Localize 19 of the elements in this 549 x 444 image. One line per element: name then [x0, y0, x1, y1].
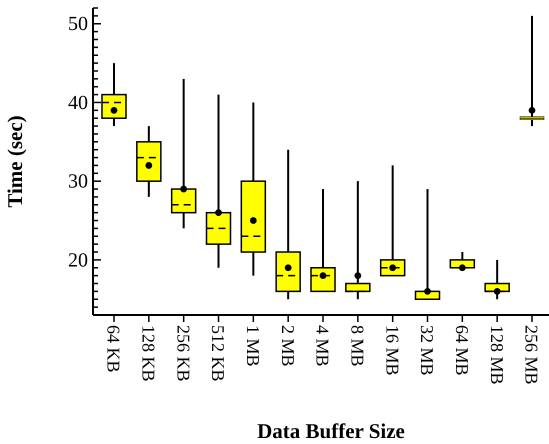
- x-tick-label: 64 KB: [104, 325, 124, 373]
- y-tick-label: 50: [68, 13, 88, 36]
- x-tick-label: 128 KB: [138, 325, 159, 382]
- x-tick-label: 16 MB: [382, 325, 402, 376]
- y-tick-label: 40: [68, 92, 88, 114]
- x-tick-label: 64 MB: [452, 325, 472, 376]
- x-tick-label: 512 KB: [208, 325, 228, 382]
- x-tick-label: 128 MB: [486, 325, 507, 385]
- x-tick-label: 1 MB: [243, 325, 264, 367]
- y-tick-label: 20: [68, 249, 88, 272]
- y-tick-label: 30: [68, 170, 88, 193]
- y-axis-title: Time (sec): [3, 115, 27, 208]
- x-axis-title: Data Buffer Size: [257, 419, 405, 443]
- x-tick-label: 32 MB: [417, 325, 438, 376]
- x-tick-label: 256 MB: [522, 325, 542, 385]
- x-tick-label: 2 MB: [278, 325, 298, 367]
- x-tick-label: 4 MB: [312, 325, 333, 367]
- x-tick-label: 8 MB: [348, 325, 368, 367]
- x-tick-label: 256 KB: [173, 325, 194, 382]
